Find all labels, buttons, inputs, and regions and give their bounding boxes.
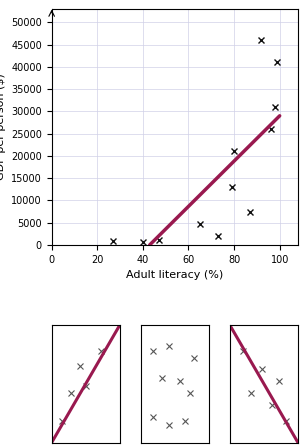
X-axis label: Adult literacy (%): Adult literacy (%)	[126, 270, 223, 280]
Y-axis label: GDP per person ($): GDP per person ($)	[0, 74, 5, 180]
